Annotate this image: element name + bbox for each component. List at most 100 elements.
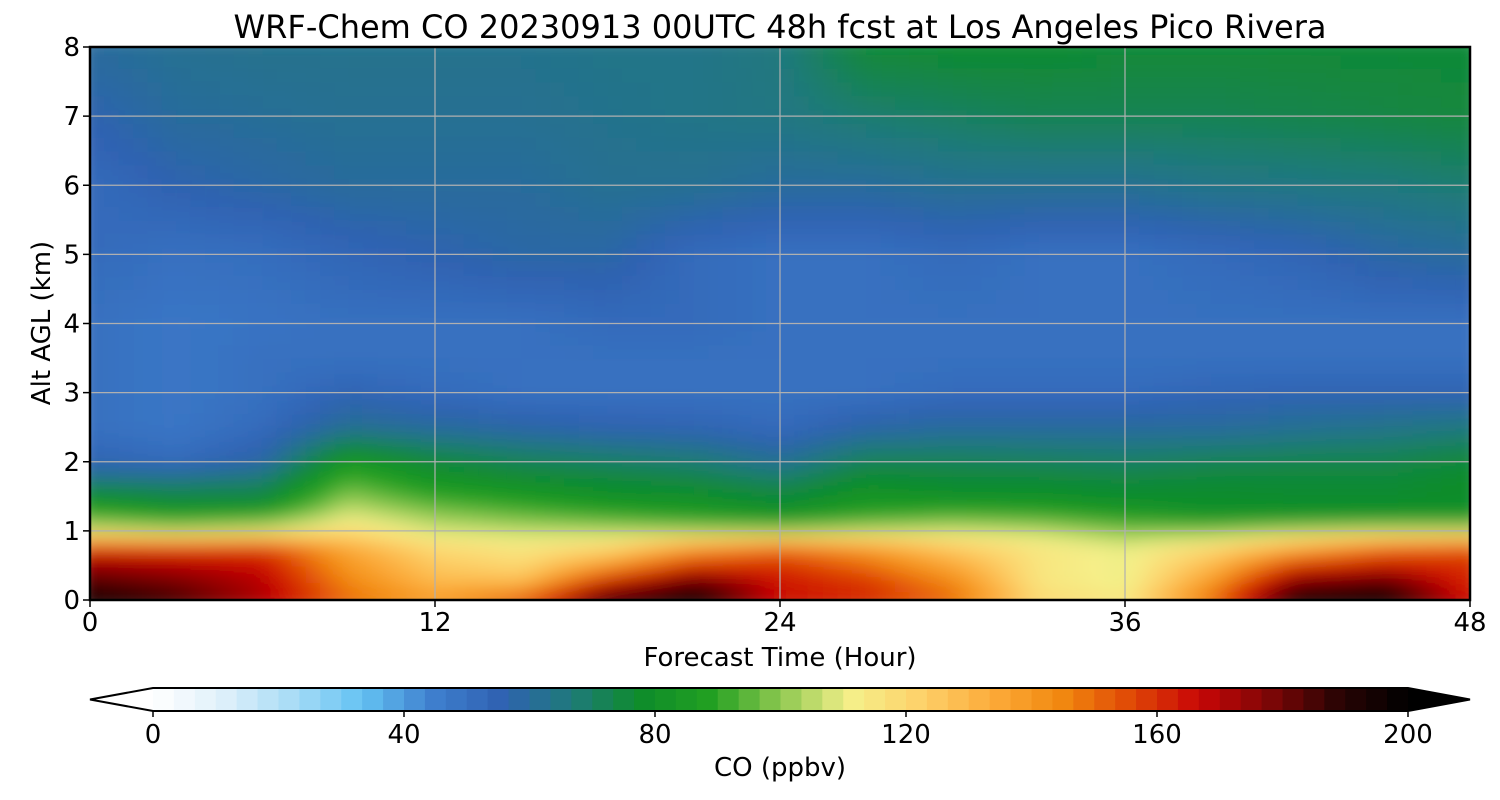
heatmap-cell (1268, 558, 1284, 563)
heatmap-cell (1340, 413, 1356, 428)
heatmap-cell (981, 527, 997, 532)
heatmap-cell (90, 561, 106, 567)
heatmap-cell (147, 555, 163, 560)
heatmap-cell (1053, 544, 1069, 549)
heatmap-cell (736, 527, 753, 532)
heatmap-cell (506, 582, 523, 587)
heatmap-cell (1383, 582, 1399, 587)
heatmap-cell (406, 541, 422, 546)
heatmap-cell (1412, 596, 1428, 600)
heatmap-cell (334, 548, 350, 553)
heatmap-cell (1340, 561, 1356, 567)
heatmap-cell (722, 534, 738, 539)
heatmap-cell (90, 555, 106, 560)
heatmap-cell (751, 579, 767, 584)
heatmap-cell (1168, 530, 1184, 536)
heatmap-cell (794, 575, 810, 581)
heatmap-cell (1268, 596, 1284, 600)
heatmap-cell (1441, 579, 1457, 584)
heatmap-cell (593, 541, 609, 546)
heatmap-cell (118, 565, 134, 570)
heatmap-cell (981, 537, 997, 543)
heatmap-cell (665, 565, 681, 570)
heatmap-cell (981, 565, 997, 570)
heatmap-cell (708, 568, 724, 574)
heatmap-cell (607, 555, 623, 560)
heatmap-cell (1355, 575, 1371, 581)
heatmap-cell (535, 565, 551, 570)
heatmap-cell (521, 558, 537, 563)
heatmap-cell (1196, 582, 1213, 587)
heatmap-cell (406, 579, 422, 584)
heatmap-cell (506, 575, 523, 581)
heatmap-cell (1254, 596, 1270, 600)
heatmap-cell (406, 575, 422, 581)
heatmap-cell (1168, 565, 1184, 570)
heatmap-cell (708, 413, 724, 428)
heatmap-cell (262, 579, 278, 584)
heatmap-cell (176, 537, 192, 543)
heatmap-cell (1369, 527, 1385, 532)
heatmap-cell (550, 555, 566, 560)
heatmap-cell (1369, 558, 1385, 563)
heatmap-cell (1081, 534, 1098, 539)
heatmap-cell (348, 575, 364, 581)
heatmap-cell (780, 575, 796, 581)
heatmap-cell (1455, 541, 1470, 546)
heatmap-cell (463, 541, 479, 546)
heatmap-cell (1412, 593, 1428, 598)
heatmap-cell (578, 544, 594, 549)
heatmap-cell (981, 399, 997, 415)
heatmap-cell (276, 523, 293, 529)
heatmap-cell (895, 523, 911, 529)
heatmap-cell (233, 399, 249, 415)
heatmap-cell (291, 551, 307, 556)
heatmap-cell (147, 568, 163, 574)
heatmap-cell (233, 586, 249, 591)
heatmap-cell (1441, 586, 1457, 591)
heatmap-cell (751, 593, 767, 598)
heatmap-cell (736, 413, 753, 428)
heatmap-cell (161, 572, 178, 577)
heatmap-cell (147, 596, 163, 600)
heatmap-cell (1311, 548, 1328, 553)
heatmap-cell (1426, 534, 1443, 539)
heatmap-cell (1110, 596, 1126, 600)
heatmap-cell (1067, 527, 1083, 532)
heatmap-cell (1225, 572, 1241, 577)
heatmap-cell (1096, 572, 1112, 577)
heatmap-cell (492, 523, 508, 529)
heatmap-cell (320, 589, 336, 594)
heatmap-cell (1398, 558, 1414, 563)
heatmap-cell (90, 537, 106, 543)
heatmap-cell (1426, 530, 1443, 536)
heatmap-cell (1369, 568, 1385, 574)
heatmap-cell (1110, 537, 1126, 543)
heatmap-cell (1067, 541, 1083, 546)
heatmap-cell (895, 555, 911, 560)
heatmap-cell (463, 596, 479, 600)
heatmap-cell (1067, 589, 1083, 594)
heatmap-cell (1412, 568, 1428, 574)
heatmap-cell (722, 530, 738, 536)
heatmap-cell (391, 537, 408, 543)
heatmap-cell (981, 548, 997, 553)
heatmap-cell (1240, 534, 1256, 539)
heatmap-cell (1168, 534, 1184, 539)
heatmap-cell (780, 541, 796, 546)
heatmap-cell (693, 551, 709, 556)
heatmap-cell (320, 575, 336, 581)
heatmap-cell (463, 399, 479, 415)
heatmap-cell (118, 568, 134, 574)
heatmap-cell (593, 575, 609, 581)
heatmap-cell (248, 555, 264, 560)
heatmap-cell (205, 399, 221, 415)
heatmap-cell (1254, 544, 1270, 549)
heatmap-cell (823, 534, 839, 539)
heatmap-cell (837, 586, 853, 591)
heatmap-cell (1182, 568, 1198, 574)
heatmap-cell (449, 593, 465, 598)
heatmap-cell (851, 565, 868, 570)
heatmap-cell (837, 527, 853, 532)
heatmap-cell (1053, 568, 1069, 574)
